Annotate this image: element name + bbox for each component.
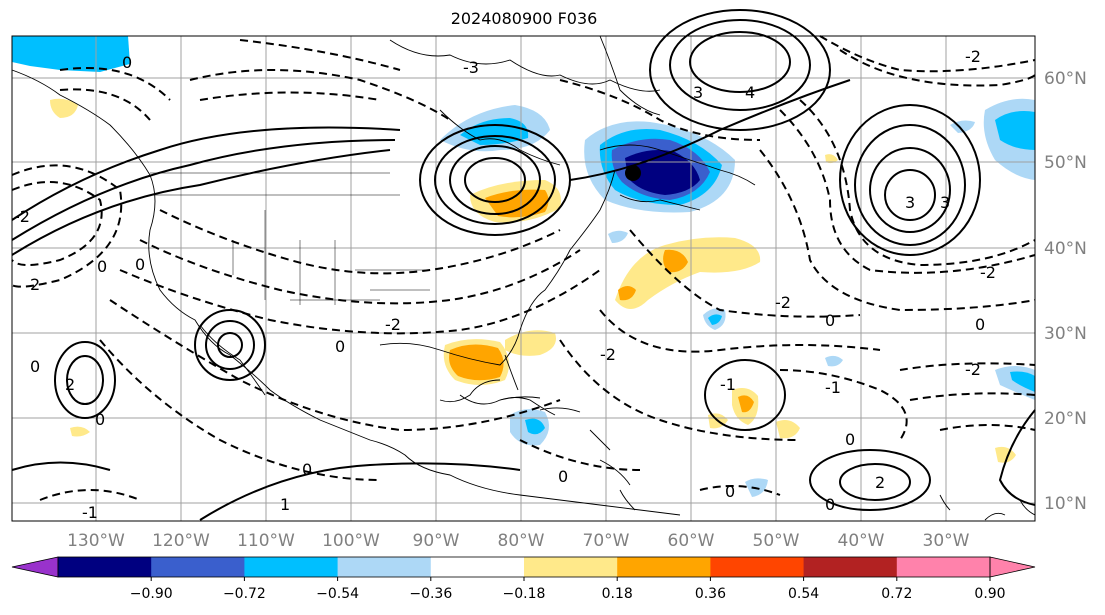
map-frame bbox=[11, 35, 1036, 522]
colorbar-bin bbox=[710, 557, 805, 577]
latitude-labels: 60°N 50°N 40°N 30°N 20°N 10°N bbox=[1044, 69, 1087, 514]
lat-label: 30°N bbox=[1044, 324, 1087, 344]
lat-label: 40°N bbox=[1044, 239, 1087, 259]
contour-label: -3 bbox=[463, 58, 479, 77]
low-center-marker bbox=[625, 165, 641, 181]
colorbar-bin bbox=[58, 557, 152, 577]
contour-label: 4 bbox=[745, 83, 755, 102]
lon-label: 60°W bbox=[668, 531, 715, 551]
colorbar-tick-label: 0.54 bbox=[788, 586, 819, 602]
contour-label: 3 bbox=[693, 83, 703, 102]
colorbar-bin bbox=[617, 557, 711, 577]
contour-label: 0 bbox=[135, 255, 145, 274]
lon-label: 120°W bbox=[152, 531, 210, 551]
lat-label: 10°N bbox=[1044, 494, 1087, 514]
colorbar-bin bbox=[430, 557, 525, 577]
longitude-labels: 130°W 120°W 110°W 100°W 90°W 80°W 70°W 6… bbox=[67, 531, 970, 551]
colorbar: −0.90 −0.72 −0.54 −0.36 −0.18 0.18 0.36 0.54 0.7… bbox=[11, 556, 1036, 602]
lon-label: 40°W bbox=[838, 531, 885, 551]
colorbar-tick-label: −0.90 bbox=[130, 586, 173, 602]
lat-label: 60°N bbox=[1044, 69, 1087, 89]
contour-label: 0 bbox=[335, 337, 345, 356]
contour-label: 0 bbox=[95, 410, 105, 429]
colorbar-tick-label: 0.36 bbox=[695, 586, 726, 602]
chart-title: 2024080900 F036 bbox=[450, 9, 598, 28]
lat-label: 20°N bbox=[1044, 409, 1087, 429]
contour-label: 2 bbox=[875, 473, 885, 492]
contour-label: -2 bbox=[775, 293, 791, 312]
lon-label: 90°W bbox=[413, 531, 460, 551]
colorbar-tick-label: 0.90 bbox=[974, 586, 1005, 602]
lon-label: 110°W bbox=[237, 531, 295, 551]
lon-label: 80°W bbox=[498, 531, 545, 551]
contour-label: 0 bbox=[558, 467, 568, 486]
contours-negative bbox=[11, 35, 1036, 501]
contour-label: 1 bbox=[280, 495, 290, 514]
lon-label: 70°W bbox=[583, 531, 630, 551]
colorbar-bin bbox=[803, 557, 898, 577]
contour-label: -1 bbox=[825, 378, 841, 397]
contour-labels: 0 -3 4 3 -2 3 3 -2 2 0 0 2 0 0 -2 0 -2 0… bbox=[14, 47, 996, 522]
lon-label: 30°W bbox=[923, 531, 970, 551]
colorbar-bin bbox=[151, 557, 245, 577]
contour-label: 0 bbox=[975, 315, 985, 334]
contour-label: 2 bbox=[30, 275, 40, 294]
colorbar-extend-min bbox=[11, 556, 59, 578]
colorbar-bin bbox=[337, 557, 432, 577]
lon-label: 50°W bbox=[753, 531, 800, 551]
colorbar-tick-label: −0.36 bbox=[409, 586, 452, 602]
lon-label: 100°W bbox=[322, 531, 380, 551]
colorbar-tick-label: −0.54 bbox=[316, 586, 359, 602]
contours-positive bbox=[11, 9, 1036, 521]
contour-label: 0 bbox=[30, 357, 40, 376]
contour-label: 0 bbox=[97, 257, 107, 276]
colorbar-tick-label: −0.18 bbox=[503, 586, 546, 602]
contour-label: -2 bbox=[965, 360, 981, 379]
lon-label: 130°W bbox=[67, 531, 125, 551]
contour-label: 0 bbox=[725, 482, 735, 501]
contour-label: -1 bbox=[720, 375, 736, 394]
colorbar-extend-max bbox=[989, 556, 1036, 578]
graticule bbox=[12, 36, 1035, 521]
contour-label: 0 bbox=[825, 311, 835, 330]
contour-label: -2 bbox=[385, 315, 401, 334]
contour-label: -2 bbox=[14, 207, 30, 226]
contour-label: -2 bbox=[965, 47, 981, 66]
contour-label: 0 bbox=[825, 495, 835, 514]
contour-label: -1 bbox=[82, 503, 98, 522]
contour-label: 0 bbox=[302, 460, 312, 479]
colorbar-bin bbox=[896, 557, 991, 577]
colorbar-bin bbox=[524, 557, 618, 577]
contour-label: -2 bbox=[980, 263, 996, 282]
contour-label: 3 bbox=[905, 193, 915, 212]
contour-label: 0 bbox=[122, 53, 132, 72]
colorbar-tick-label: 0.72 bbox=[881, 586, 912, 602]
contour-label: 3 bbox=[940, 193, 950, 212]
contour-label: 2 bbox=[65, 375, 75, 394]
contour-label: -2 bbox=[600, 345, 616, 364]
lat-label: 50°N bbox=[1044, 153, 1087, 173]
coastlines bbox=[11, 35, 1036, 521]
contour-label: 0 bbox=[845, 430, 855, 449]
colorbar-tick-label: −0.72 bbox=[223, 586, 266, 602]
negative-anomaly-nw bbox=[12, 36, 130, 72]
colorbar-tick-label: 0.18 bbox=[602, 586, 633, 602]
colorbar-bin bbox=[244, 557, 339, 577]
